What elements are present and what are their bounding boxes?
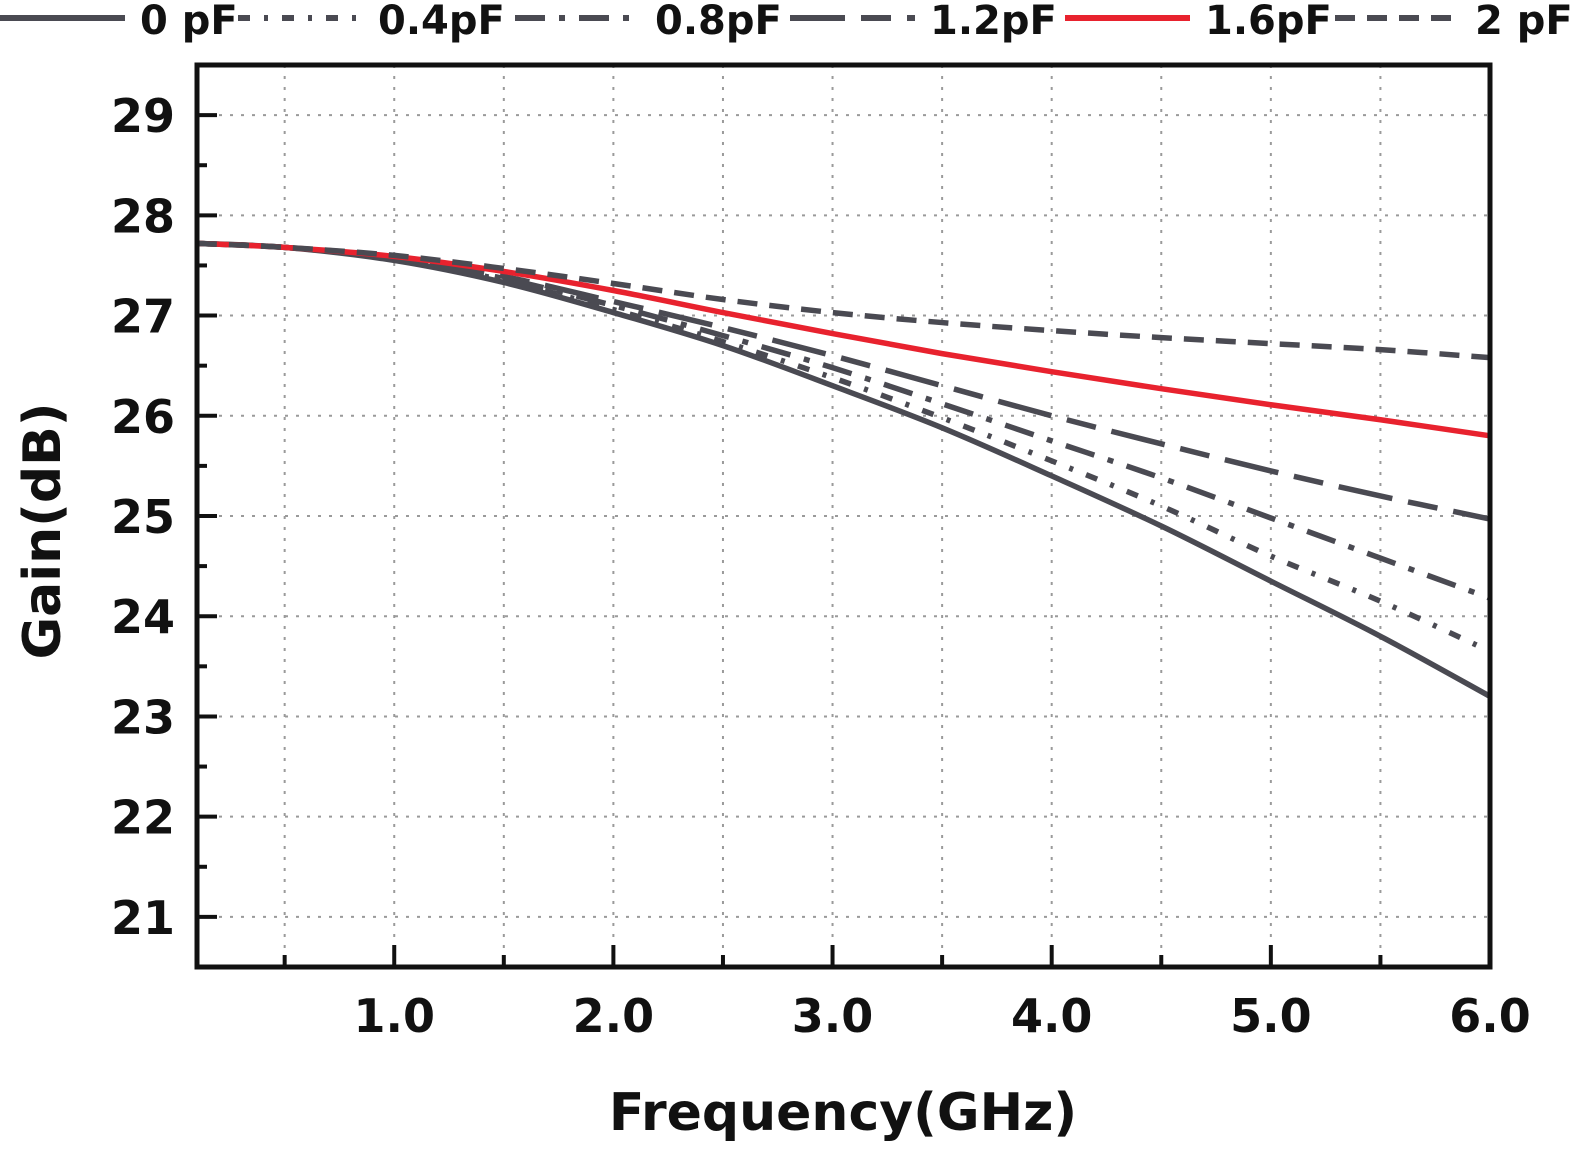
series-line-5 (196, 240, 1491, 361)
legend: 0 pF 0.4pF 0.8pF 1.2pF 1.6pF 2 pF (0, 0, 1573, 44)
series-lines (196, 240, 1492, 699)
legend-label: 1.6pF (1205, 0, 1332, 44)
y-tick-label: 21 (111, 891, 175, 945)
x-tick-label: 5.0 (1230, 989, 1312, 1043)
y-tick-label: 25 (111, 490, 175, 544)
series-line-4 (196, 240, 1491, 439)
legend-label: 1.2pF (930, 0, 1057, 44)
y-tick-label: 28 (111, 189, 175, 243)
y-tick-label: 29 (111, 89, 175, 143)
x-tick-label: 1.0 (353, 989, 435, 1043)
legend-label: 0.4pF (378, 0, 505, 44)
x-tick-label: 2.0 (573, 989, 655, 1043)
legend-label: 0.8pF (655, 0, 782, 44)
axis-ticks: 1.0 2.0 3.0 4.0 5.0 6.0 21 22 23 24 25 26 27 28 29 (111, 89, 1531, 1043)
plot-frame (194, 62, 1493, 970)
grid (197, 65, 1490, 967)
series-line-2 (196, 240, 1491, 601)
legend-label: 2 pF (1475, 0, 1573, 44)
x-axis-label: Frequency(GHz) (609, 1083, 1077, 1143)
y-tick-label: 22 (111, 791, 175, 845)
x-tick-label: 6.0 (1449, 989, 1531, 1043)
y-axis-label: Gain(dB) (13, 402, 73, 659)
x-tick-label: 4.0 (1011, 989, 1093, 1043)
y-tick-label: 24 (111, 590, 175, 644)
x-tick-label: 3.0 (792, 989, 874, 1043)
y-tick-label: 26 (111, 390, 175, 444)
y-tick-label: 27 (111, 290, 175, 344)
series-line-1 (196, 240, 1492, 654)
legend-label: 0 pF (140, 0, 238, 44)
y-tick-label: 23 (111, 690, 175, 744)
